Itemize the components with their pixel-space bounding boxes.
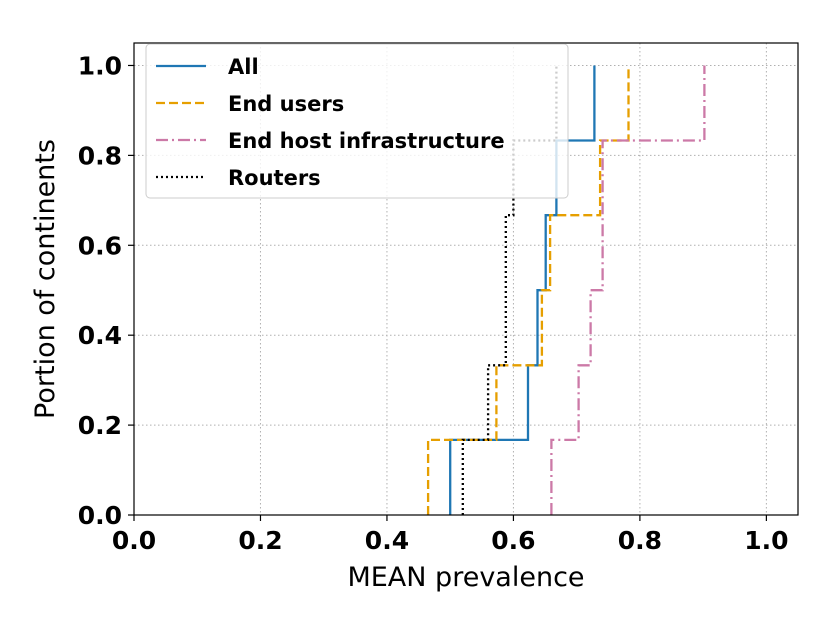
legend-box xyxy=(145,43,569,199)
y-tick-label: 0.8 xyxy=(78,141,122,170)
legend-label: End users xyxy=(228,92,344,116)
x-axis-label: MEAN prevalence xyxy=(347,562,584,593)
y-tick-label: 0.2 xyxy=(78,411,122,440)
y-axis-label: Portion of continents xyxy=(30,139,61,419)
x-tick-label: 0.2 xyxy=(238,526,282,555)
plot-frame xyxy=(133,42,799,516)
y-tick-label: 0.6 xyxy=(78,231,122,260)
x-tick-label: 1.0 xyxy=(744,526,788,555)
x-tick-label: 0.8 xyxy=(618,526,662,555)
series-end-host-infrastructure-line xyxy=(550,65,706,515)
legend-label: End host infrastructure xyxy=(228,129,505,153)
legend: All End users End host infrastructure Route… xyxy=(145,43,569,199)
y-tick-label: 0.4 xyxy=(78,321,122,350)
legend-label: Routers xyxy=(228,166,321,190)
y-tick-label: 0.0 xyxy=(78,501,122,530)
x-tick-label: 0.0 xyxy=(112,526,156,555)
legend-label: All xyxy=(228,55,259,79)
x-tick-label: 0.6 xyxy=(491,526,535,555)
x-tick-label: 0.4 xyxy=(365,526,409,555)
y-tick-label: 1.0 xyxy=(78,51,122,80)
series-routers-line xyxy=(461,65,558,515)
ticks: 0.0 0.2 0.4 0.6 0.8 1.0 0.0 0.2 0.4 0.6 0.8 1.0 xyxy=(78,51,789,555)
